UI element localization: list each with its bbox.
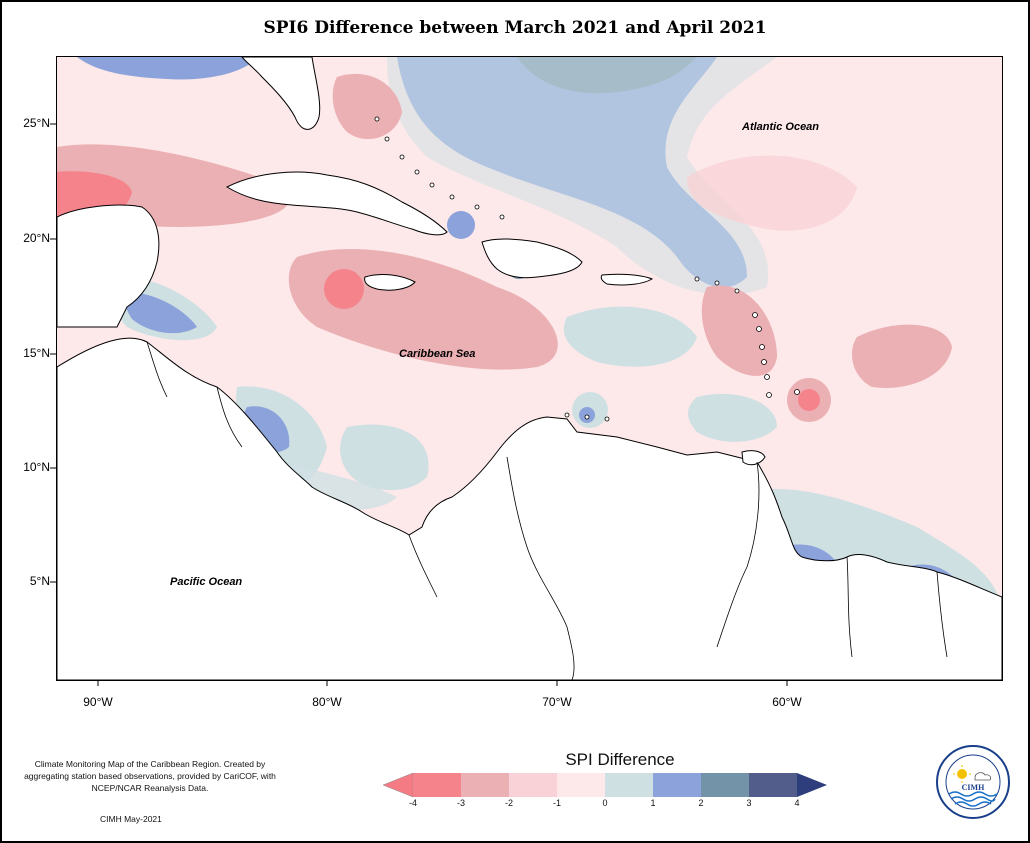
cloud-icon [974,772,992,781]
islands [374,116,800,422]
land-trinidad [741,450,766,466]
border-central-2 [216,386,243,448]
land-puerto-rico [600,273,654,286]
lon-tick-60w: 60°W [772,695,802,709]
border-venezuela-colombia [506,456,575,680]
lon-tick-70w: 70°W [542,695,572,709]
border-venezuela-guyana [716,461,760,648]
colorbar-tick-neg1: -1 [552,798,561,808]
colorbar-bin-5 [605,773,653,797]
lat-tick-20n: 20°N [23,231,50,245]
colorbar-tick-4: 4 [794,798,800,808]
colorbar-bin-7 [701,773,749,797]
spi-lightblue-atlantic [387,57,777,295]
colorbar-bin-4 [557,773,605,797]
lat-tick-10n: 10°N [23,460,50,474]
spi-lightblue-central [563,306,697,367]
map-canvas [57,57,1002,680]
land-central-america [57,337,1002,680]
credit-date: CIMH May-2021 [100,814,162,824]
spi-field [57,57,1002,680]
land-jamaica [364,274,416,291]
border-central-1 [146,341,168,398]
colorbar-under-arrow [383,772,414,798]
lon-tick-90w: 90°W [83,695,113,709]
spi-blue-bahamas [447,211,475,239]
colorbar-tick-3: 3 [746,798,752,808]
label-atlantic-ocean: Atlantic Ocean [742,121,820,133]
colorbar-bin-6 [653,773,701,797]
colorbar-tick-0: 0 [602,798,608,808]
colorbar-tick-neg3: -3 [456,798,465,808]
colorbar-tick-neg2: -2 [504,798,513,808]
border-suriname-guiana [936,571,948,658]
cimh-logo: CIMH [936,745,1010,819]
colorbar-bin-8 [749,773,797,797]
spi-red-jamaica [324,269,364,309]
sun-icon [957,769,967,779]
land [57,57,1002,680]
colorbar-tick-2: 2 [698,798,704,808]
colorbar-tick-1: 1 [650,798,656,808]
spi-pink-ne [687,155,857,231]
borders [146,341,948,680]
colorbar-bin-1 [413,773,461,797]
land-yucatan [57,204,160,328]
colorbar-bin-3 [509,773,557,797]
colorbar-bin-2 [461,773,509,797]
credit-text: Climate Monitoring Map of the Caribbean … [24,759,276,793]
spi-blue-honduras [124,292,197,334]
spi-lightblue-panama [340,424,429,491]
lat-tick-5n: 5°N [29,574,50,588]
lat-tick-15n: 15°N [23,346,50,360]
lat-tick-25n: 25°N [23,116,50,130]
border-guyana-suriname [846,556,853,658]
spi-pink-bahamas [332,73,402,140]
land-hispaniola [481,238,583,279]
colorbar-over-arrow [797,773,827,797]
land-cuba [225,171,448,236]
logo-name-text: CIMH [962,783,985,792]
label-caribbean-sea: Caribbean Sea [399,348,476,360]
spi-lightblue-trinidad [688,393,777,442]
legend-title: SPI Difference [565,750,675,769]
label-pacific-ocean: Pacific Ocean [170,576,243,588]
spi-pink-atlantic-east [852,324,952,388]
lon-tick-80w: 80°W [312,695,342,709]
colorbar [383,772,827,798]
spi-pink-lesser-antilles [701,285,777,376]
colorbar-tick-neg4: -4 [408,798,417,808]
border-panama-colombia [408,534,438,598]
spi-red-barbados-core [798,389,820,411]
map-title: SPI6 Difference between March 2021 and A… [263,18,767,38]
land-florida [241,57,321,130]
spi-blue-nw [77,57,257,80]
map-panel[interactable]: Atlantic Ocean Caribbean Sea Pacific Oce… [56,56,1003,681]
